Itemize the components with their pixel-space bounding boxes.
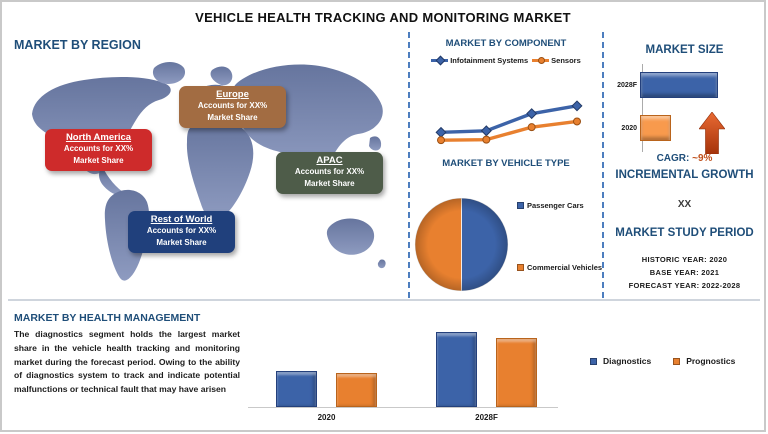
historic-year: HISTORIC YEAR: 2020 bbox=[641, 255, 728, 264]
region-name: North America bbox=[65, 132, 132, 143]
region-label-europe: Europe Accounts for XX% Market Share bbox=[179, 86, 286, 129]
legend-item-diagnostics: Diagnostics bbox=[590, 356, 651, 366]
legend-item-passenger-cars: Passenger Cars bbox=[517, 201, 584, 210]
region-share-line: Accounts for XX% bbox=[63, 144, 134, 153]
legend-swatch bbox=[590, 357, 597, 365]
region-share-line: Market Share bbox=[207, 112, 258, 122]
health-section-heading: MARKET BY HEALTH MANAGEMENT bbox=[14, 312, 201, 324]
region-share-line: Market Share bbox=[73, 155, 124, 165]
legend-label: Sensors bbox=[551, 56, 581, 65]
bar-diagnostics bbox=[276, 371, 317, 407]
axis-line bbox=[642, 64, 643, 152]
bar-plot-area bbox=[248, 308, 558, 408]
market-size-section: MARKET SIZE 2028F 2020 CAGR: ~9% INCREMEN… bbox=[603, 32, 766, 298]
study-period-lines: HISTORIC YEAR: 2020 BASE YEAR: 2021 FORE… bbox=[603, 253, 766, 292]
market-size-bar bbox=[640, 115, 672, 141]
legend-label: Diagnostics bbox=[603, 356, 652, 366]
component-legend: Infotainment Systems Sensors bbox=[409, 55, 603, 65]
component-line-chart bbox=[427, 90, 591, 154]
health-management-section: MARKET BY HEALTH MANAGEMENT The diagnost… bbox=[2, 300, 768, 432]
legend-label: Commercial Vehicles bbox=[527, 263, 603, 272]
legend-swatch bbox=[517, 264, 524, 271]
column-separator bbox=[602, 32, 604, 298]
market-size-bar-label: 2020 bbox=[621, 124, 637, 132]
section-divider bbox=[8, 299, 760, 301]
market-size-bar-label: 2028F bbox=[617, 81, 637, 89]
region-label-rest-of-world: Rest of World Accounts for XX% Market Sh… bbox=[128, 211, 235, 254]
legend-label: Passenger Cars bbox=[527, 201, 584, 210]
base-year: BASE YEAR: 2021 bbox=[649, 268, 720, 277]
market-size-bar bbox=[640, 72, 718, 98]
growth-arrow-icon bbox=[699, 112, 725, 154]
health-legend: Diagnostics Prognostics bbox=[590, 356, 735, 366]
line-diamond-marker-icon bbox=[431, 55, 449, 65]
health-section-paragraph: The diagnostics segment holds the larges… bbox=[14, 329, 240, 394]
vehicle-section-heading: MARKET BY VEHICLE TYPE bbox=[442, 158, 570, 169]
region-section-heading: MARKET BY REGION bbox=[14, 38, 141, 52]
x-axis-label: 2020 bbox=[317, 413, 336, 422]
vehicle-type-pie-chart bbox=[413, 196, 510, 293]
legend-swatch bbox=[673, 357, 681, 365]
market-size-heading: MARKET SIZE bbox=[645, 44, 724, 56]
region-share-line: Accounts for XX% bbox=[146, 226, 217, 235]
bar-group bbox=[436, 332, 537, 407]
region-share-line: Accounts for XX% bbox=[294, 167, 365, 176]
incremental-growth-value: XX bbox=[677, 199, 692, 210]
cagr-line: CAGR: ~9% bbox=[603, 153, 766, 164]
market-size-bar-chart: 2028F 2020 bbox=[608, 62, 748, 154]
x-axis-label: 2028F bbox=[475, 413, 498, 422]
region-label-apac: APAC Accounts for XX% Market Share bbox=[276, 152, 383, 195]
region-share-line: Accounts for XX% bbox=[197, 101, 268, 110]
legend-item-infotainment: Infotainment Systems bbox=[431, 55, 529, 65]
component-section: MARKET BY COMPONENT Infotainment Systems… bbox=[409, 32, 603, 298]
incremental-growth-heading: INCREMENTAL GROWTH bbox=[615, 169, 754, 181]
region-name: APAC bbox=[316, 155, 343, 166]
cagr-value: ~9% bbox=[692, 153, 713, 164]
line-circle-marker-icon bbox=[532, 56, 550, 64]
region-name: Rest of World bbox=[150, 214, 213, 225]
health-management-bar-chart: 2020 2028F bbox=[248, 308, 558, 426]
component-section-heading: MARKET BY COMPONENT bbox=[445, 38, 567, 49]
region-share-line: Market Share bbox=[304, 178, 355, 188]
column-separator bbox=[408, 32, 410, 298]
market-size-bar-row: 2020 bbox=[608, 115, 748, 141]
cagr-label: CAGR: bbox=[656, 153, 690, 164]
region-label-north-america: North America Accounts for XX% Market Sh… bbox=[45, 129, 152, 172]
legend-label: Prognostics bbox=[686, 356, 736, 366]
legend-item-sensors: Sensors bbox=[532, 56, 581, 65]
legend-label: Infotainment Systems bbox=[450, 56, 529, 65]
legend-item-commercial-vehicles: Commercial Vehicles bbox=[517, 263, 602, 272]
bar-prognostics bbox=[496, 338, 537, 407]
legend-swatch bbox=[517, 202, 524, 209]
bar-diagnostics bbox=[436, 332, 477, 407]
bar-group bbox=[276, 371, 377, 407]
study-period-heading: MARKET STUDY PERIOD bbox=[615, 227, 754, 239]
region-name: Europe bbox=[216, 89, 249, 100]
region-section: MARKET BY REGION bbox=[2, 30, 409, 298]
market-size-bar-row: 2028F bbox=[608, 72, 748, 98]
legend-item-prognostics: Prognostics bbox=[673, 356, 735, 366]
forecast-year: FORECAST YEAR: 2022-2028 bbox=[628, 281, 741, 290]
region-share-line: Market Share bbox=[156, 237, 207, 247]
bar-prognostics bbox=[336, 373, 377, 407]
page-title: VEHICLE HEALTH TRACKING AND MONITORING M… bbox=[195, 10, 571, 25]
